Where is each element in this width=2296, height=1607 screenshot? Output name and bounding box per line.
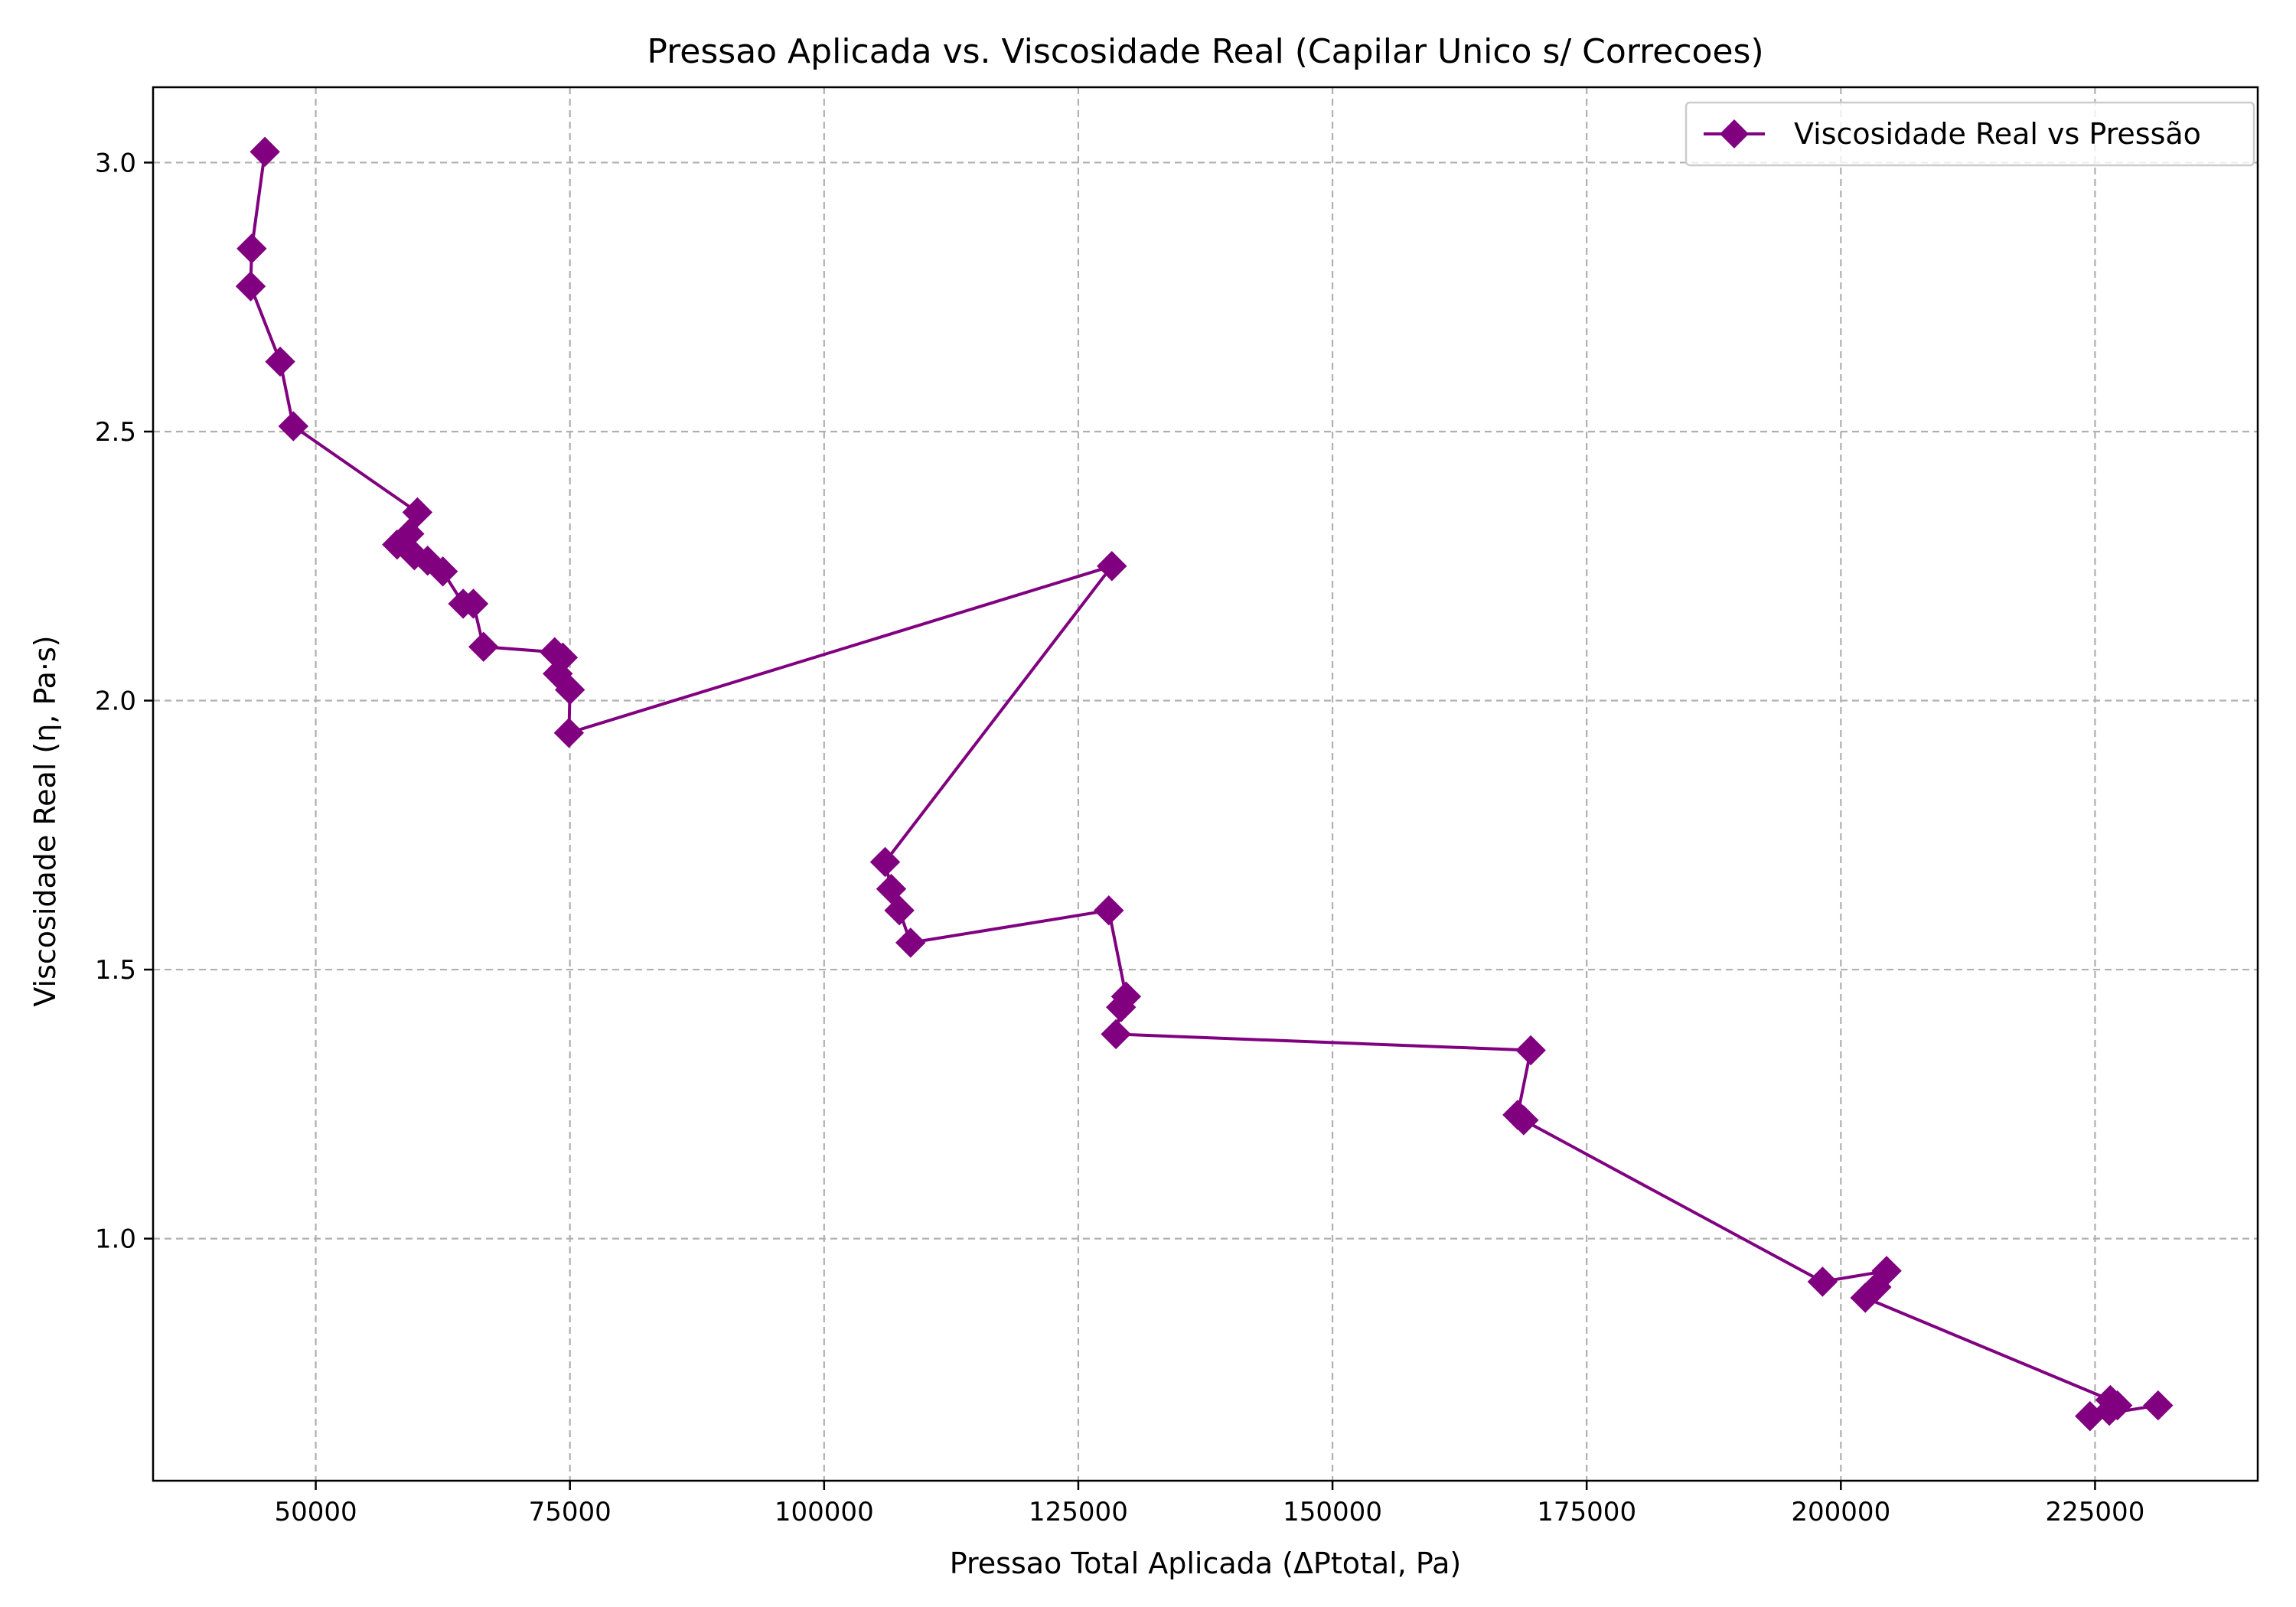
- data-point-marker: [1515, 1035, 1546, 1066]
- x-axis-label: Pressao Total Aplicada (ΔPtotal, Pa): [950, 1547, 1461, 1580]
- data-point-marker: [1508, 1105, 1539, 1136]
- data-point-marker: [458, 588, 489, 619]
- data-point-marker: [553, 717, 585, 748]
- data-point-marker: [1097, 551, 1127, 582]
- y-axis-label: Viscosidade Real (η, Pa·s): [28, 635, 62, 1006]
- x-tick-label: 125000: [1029, 1497, 1128, 1527]
- data-point-marker: [2075, 1400, 2105, 1432]
- data-point-marker: [876, 873, 907, 905]
- legend: Viscosidade Real vs Pressão: [1684, 101, 2255, 167]
- data-point-marker: [884, 895, 915, 926]
- y-axis: 1.0 1.5 2.0 2.5 3.0: [95, 148, 153, 1255]
- data-point-marker: [2143, 1390, 2174, 1421]
- x-tick-label: 175000: [1537, 1497, 1636, 1527]
- legend-box: [1684, 101, 2255, 167]
- y-tick-label: 1.5: [95, 955, 136, 986]
- chart-title: Pressao Aplicada vs. Viscosidade Real (C…: [647, 32, 1763, 71]
- data-point-marker: [869, 846, 901, 878]
- data-point-marker: [468, 631, 499, 662]
- data-point-marker: [1106, 992, 1137, 1022]
- data-point-marker: [554, 674, 585, 706]
- x-tick-label: 150000: [1283, 1497, 1382, 1527]
- plot-area: [235, 136, 2174, 1432]
- x-tick-label: 200000: [1791, 1497, 1890, 1527]
- x-tick-label: 50000: [274, 1497, 357, 1527]
- data-point-marker: [1101, 1019, 1131, 1050]
- data-point-marker: [265, 346, 295, 377]
- y-tick-label: 2.0: [95, 686, 136, 717]
- x-tick-label: 100000: [775, 1497, 874, 1527]
- data-point-marker: [427, 556, 458, 587]
- legend-marker-icon: [1720, 119, 1749, 148]
- data-point-marker: [249, 136, 280, 168]
- x-axis: 50000 75000 100000 125000 150000 175000 200000…: [274, 1481, 2144, 1527]
- data-point-marker: [236, 233, 267, 264]
- legend-label: Viscosidade Real vs Pressão: [1794, 117, 2201, 151]
- data-point-marker: [1850, 1283, 1880, 1313]
- data-point-marker: [278, 411, 309, 442]
- series-line: [249, 152, 2159, 1418]
- data-point-marker: [895, 927, 926, 958]
- y-tick-label: 2.5: [95, 417, 136, 448]
- x-tick-label: 75000: [529, 1497, 612, 1527]
- y-tick-label: 3.0: [95, 148, 136, 178]
- data-point-marker: [1094, 895, 1124, 926]
- data-point-marker: [412, 546, 443, 576]
- axes-frame: [152, 86, 2259, 1482]
- y-tick-label: 1.0: [95, 1224, 136, 1255]
- data-point-marker: [402, 497, 433, 528]
- grid-lines: [153, 87, 2258, 1481]
- data-point-marker: [1807, 1266, 1838, 1297]
- x-tick-label: 225000: [2046, 1497, 2145, 1527]
- data-point-marker: [235, 271, 266, 302]
